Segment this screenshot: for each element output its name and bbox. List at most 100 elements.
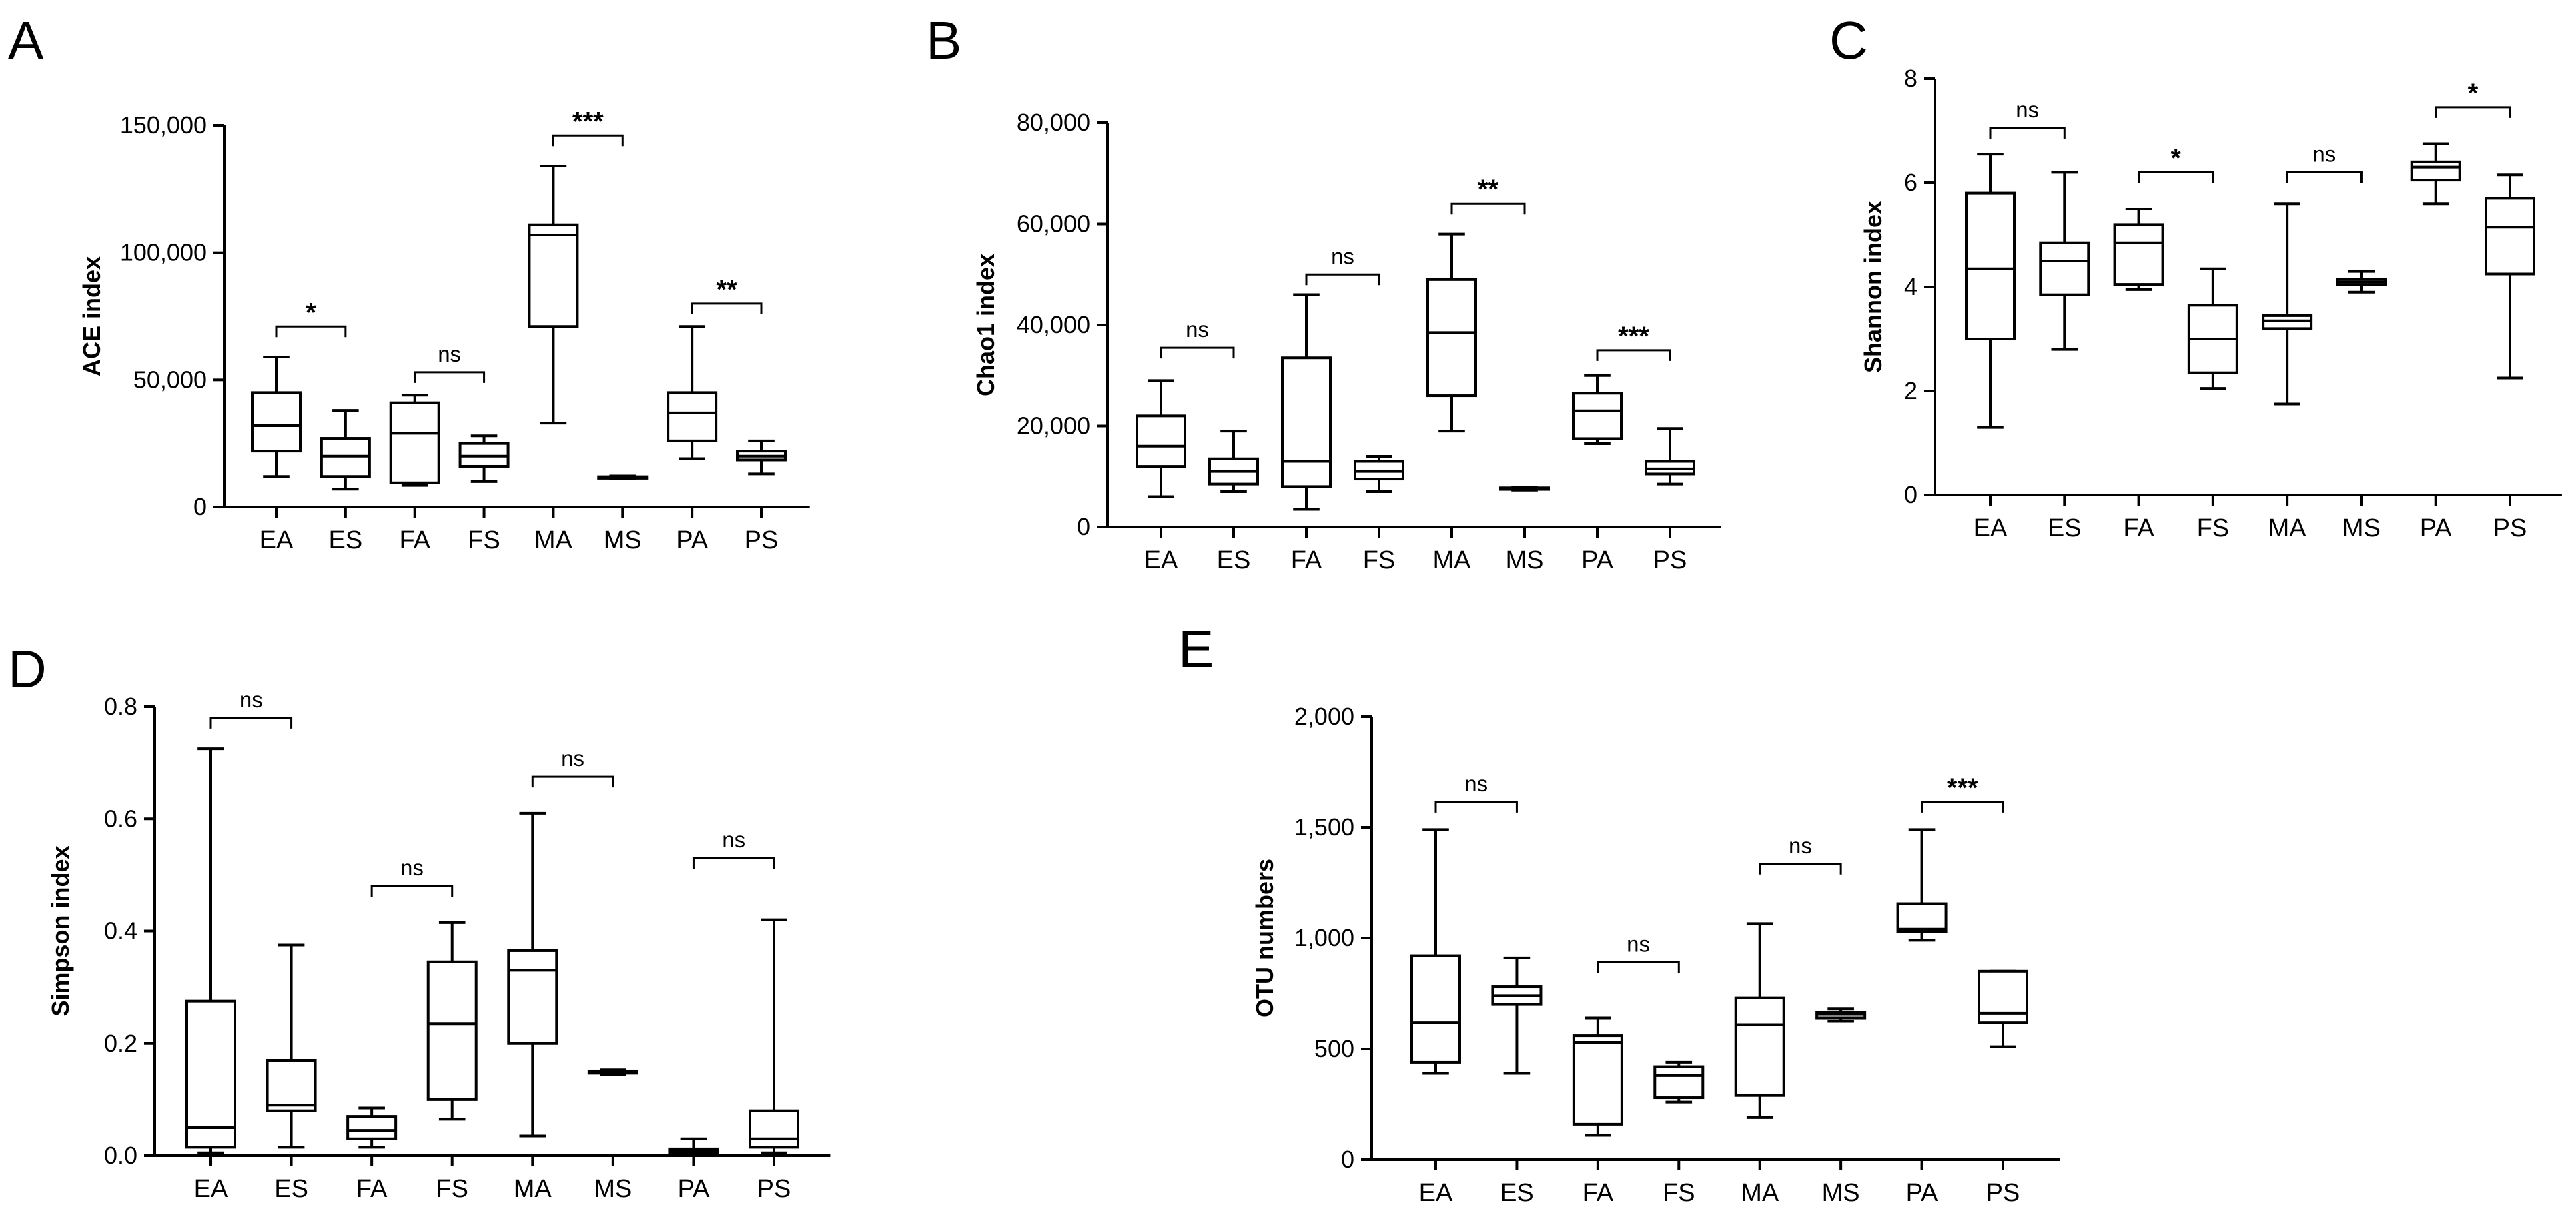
category-label-ps: PS bbox=[1653, 546, 1687, 574]
iqr-box bbox=[1572, 392, 1623, 440]
y-tick-label: 0 bbox=[193, 493, 207, 520]
box-ea bbox=[185, 747, 236, 1154]
category-label-ma: MA bbox=[2268, 514, 2307, 542]
box-ea bbox=[251, 356, 302, 478]
category-label-es: ES bbox=[1500, 1179, 1534, 1207]
y-tick-label: 0 bbox=[1904, 481, 1917, 508]
significance-label: ** bbox=[717, 275, 738, 304]
significance-label: ns bbox=[2312, 141, 2336, 166]
category-label-fs: FS bbox=[1663, 1179, 1695, 1207]
box-ea bbox=[1965, 153, 2016, 429]
y-tick-label: 0.8 bbox=[104, 693, 137, 720]
bracket-line bbox=[1989, 127, 2066, 139]
bracket-line bbox=[1305, 273, 1380, 286]
box-ps bbox=[1645, 427, 1695, 486]
iqr-box bbox=[1281, 356, 1332, 488]
category-label-ps: PS bbox=[1986, 1179, 2020, 1207]
y-axis-title: OTU numbers bbox=[1251, 859, 1278, 1018]
category-label-fs: FS bbox=[468, 526, 500, 554]
panel-letter: B bbox=[926, 11, 961, 70]
significance-bracket: *** bbox=[1921, 773, 2004, 813]
category-label-ms: MS bbox=[1822, 1179, 1860, 1207]
box-pa bbox=[668, 1137, 719, 1156]
box-es bbox=[2039, 171, 2090, 351]
category-label-ms: MS bbox=[2342, 514, 2381, 542]
category-label-ps: PS bbox=[757, 1175, 791, 1203]
category-label-ma: MA bbox=[514, 1175, 552, 1203]
y-axis-title: Shannon index bbox=[1859, 201, 1887, 373]
box-fs bbox=[2187, 267, 2238, 390]
y-tick-label: 150,000 bbox=[120, 111, 207, 139]
iqr-box bbox=[2039, 241, 2090, 296]
category-label-fs: FS bbox=[436, 1175, 468, 1203]
significance-bracket: ns bbox=[1305, 244, 1380, 286]
y-tick-label: 20,000 bbox=[1017, 412, 1090, 440]
panel-letter: A bbox=[8, 11, 44, 70]
iqr-box bbox=[1136, 414, 1186, 468]
significance-bracket: ns bbox=[370, 855, 454, 897]
box-fa bbox=[1281, 293, 1332, 511]
panel-d: D 0.0 0.2 0.4 0.6 0.8 Simpson index EA ES FA FS MA M… bbox=[8, 639, 831, 1203]
significance-label: ns bbox=[1331, 244, 1354, 268]
y-tick-label: 100,000 bbox=[120, 239, 207, 266]
box-pa bbox=[1896, 828, 1948, 942]
category-label-ps: PS bbox=[745, 526, 779, 554]
box-ps bbox=[736, 439, 787, 476]
y-tick-label: 0.4 bbox=[104, 917, 137, 945]
iqr-box bbox=[2485, 197, 2535, 276]
category-label-es: ES bbox=[1217, 546, 1251, 574]
significance-bracket: ns bbox=[1160, 317, 1235, 359]
category-label-pa: PA bbox=[677, 1175, 710, 1203]
category-label-ps: PS bbox=[2493, 514, 2527, 542]
significance-label: * bbox=[2468, 79, 2479, 108]
iqr-box bbox=[389, 401, 440, 484]
iqr-box bbox=[1653, 1065, 1705, 1100]
y-tick-label: 500 bbox=[1314, 1035, 1354, 1062]
box-ma bbox=[1734, 922, 1785, 1119]
bracket-line bbox=[2138, 171, 2214, 183]
category-label-fa: FA bbox=[2123, 514, 2154, 542]
category-label-pa: PA bbox=[676, 526, 709, 554]
iqr-box bbox=[185, 999, 236, 1149]
box-ea bbox=[1410, 828, 1461, 1075]
y-tick-label: 0 bbox=[1077, 513, 1090, 540]
bracket-line bbox=[414, 371, 486, 383]
box-fa bbox=[1572, 1016, 1623, 1137]
significance-label: ns bbox=[1464, 771, 1488, 796]
significance-bracket: ns bbox=[2286, 141, 2363, 183]
box-fs bbox=[1354, 454, 1404, 493]
iqr-box bbox=[346, 1115, 398, 1140]
bracket-line bbox=[2435, 106, 2511, 118]
box-es bbox=[320, 409, 371, 491]
iqr-box bbox=[2113, 223, 2164, 286]
category-label-pa: PA bbox=[1906, 1179, 1939, 1207]
iqr-box bbox=[251, 391, 302, 453]
significance-label: *** bbox=[1618, 322, 1649, 351]
category-label-ea: EA bbox=[1974, 514, 2008, 542]
box-ms bbox=[1815, 1007, 1867, 1023]
iqr-box bbox=[1426, 278, 1477, 398]
box-ea bbox=[1136, 379, 1186, 498]
bracket-line bbox=[2286, 171, 2363, 183]
box-es bbox=[266, 943, 317, 1149]
category-label-fa: FA bbox=[1583, 1179, 1614, 1207]
bracket-line bbox=[1596, 349, 1671, 361]
y-tick-label: 1,500 bbox=[1294, 813, 1354, 841]
significance-label: ** bbox=[1478, 175, 1499, 204]
category-label-es: ES bbox=[2048, 514, 2082, 542]
box-ma bbox=[1426, 232, 1477, 433]
y-tick-label: 8 bbox=[1904, 65, 1917, 92]
bracket-line bbox=[209, 717, 293, 729]
bracket-line bbox=[691, 302, 763, 314]
significance-label: ns bbox=[240, 687, 263, 712]
box-pa bbox=[1572, 374, 1623, 446]
bracket-line bbox=[275, 325, 347, 338]
panel-c: C 0 2 4 6 8 Shannon index EA ES FA FS MA MS PA PS ns * ns… bbox=[1829, 11, 2562, 542]
y-tick-label: 50,000 bbox=[133, 366, 207, 393]
category-label-es: ES bbox=[274, 1175, 308, 1203]
box-pa bbox=[667, 325, 718, 460]
category-label-ma: MA bbox=[1433, 546, 1472, 574]
bracket-line bbox=[1759, 863, 1842, 875]
y-axis-title: Simpson index bbox=[47, 845, 74, 1016]
